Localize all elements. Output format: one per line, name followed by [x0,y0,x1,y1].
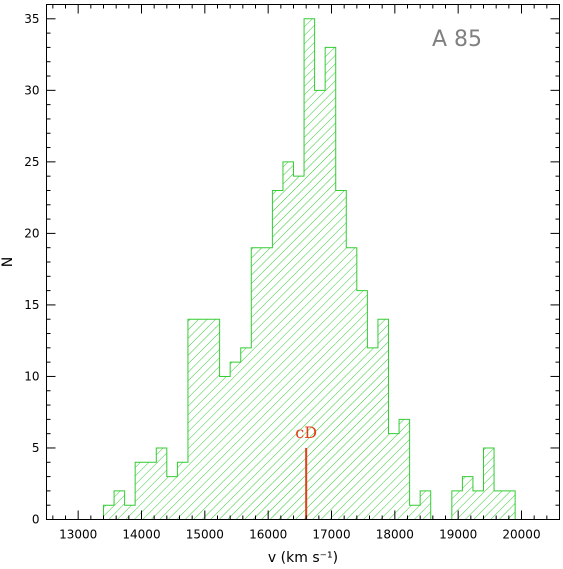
histogram-bar [377,319,389,520]
histogram-bar [367,347,378,520]
histogram-bar [420,490,431,520]
histogram-bar [304,18,315,520]
y-tick-label: 25 [24,155,39,169]
cd-marker: cD [295,423,317,520]
axis-ticks [46,4,560,520]
histogram-bar [209,319,220,520]
histogram-bar [198,319,210,520]
y-tick-label: 5 [32,441,40,455]
histogram-bar [356,290,368,520]
x-tick-label: 18000 [376,528,414,542]
y-tick-label: 0 [32,513,40,527]
histogram-bar [114,490,125,520]
histogram-bar [293,176,305,520]
histogram-bars [103,18,516,520]
axis-tick-labels: 13000 14000 15000 16000 17000 18000 19000 20000… [24,12,540,542]
histogram-bar [272,190,283,520]
histogram-bar [335,190,347,520]
y-tick-label: 30 [24,83,39,97]
y-tick-label: 15 [24,298,39,312]
histogram-bar [261,247,273,520]
histogram-bar [156,447,167,520]
histogram-bar [135,462,146,520]
histogram-bar [124,505,136,520]
y-tick-label: 10 [24,369,39,383]
histogram-bar [451,490,463,520]
histogram-bar [314,90,326,520]
histogram-bar [282,161,294,520]
cd-label: cD [295,423,317,442]
histogram-bar [346,247,357,520]
x-tick-label: 13000 [59,528,97,542]
histogram-bar [399,419,410,520]
histogram-bar [166,476,178,520]
histogram-bar [103,505,115,520]
histogram-bar [219,376,231,520]
histogram-bar [409,505,421,520]
histogram-bar [251,247,262,520]
x-tick-label: 15000 [186,528,224,542]
histogram-bar [240,347,252,520]
x-axis-title: v (km s⁻¹) [268,550,338,566]
x-tick-label: 16000 [249,528,287,542]
histogram-bar [325,47,336,520]
x-tick-label: 20000 [502,528,540,542]
x-tick-label: 14000 [122,528,160,542]
histogram-bar [472,490,484,520]
y-tick-label: 35 [24,12,39,26]
x-tick-label: 19000 [439,528,477,542]
histogram-bar [494,490,505,520]
histogram-bar [187,319,199,520]
histogram-bar [483,447,495,520]
histogram-bar [504,490,516,520]
histogram-bar [177,462,188,520]
histogram-bar [462,476,473,520]
y-tick-label: 20 [24,226,39,240]
panel-label: A 85 [432,27,482,52]
histogram-bar [388,433,400,520]
histogram-bar [145,462,157,520]
y-axis-title: N [0,257,16,267]
histogram-bar [230,362,241,520]
x-tick-label: 17000 [312,528,350,542]
